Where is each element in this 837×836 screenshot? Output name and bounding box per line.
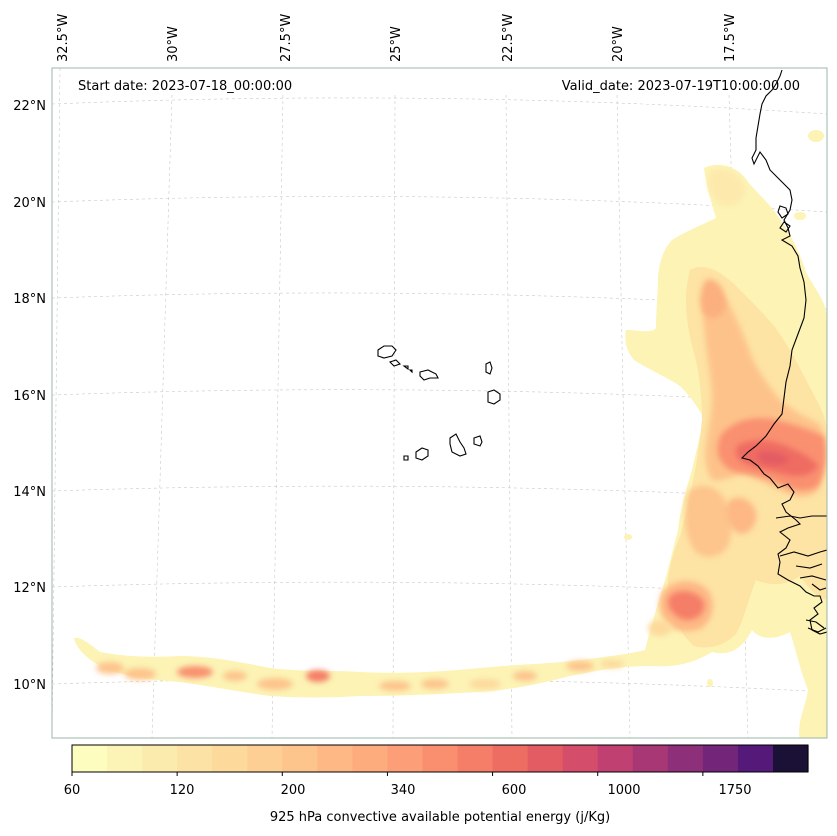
colorbar-swatch	[457, 745, 494, 772]
colorbar-swatch	[142, 745, 178, 772]
lon-label: 30°W	[166, 26, 181, 62]
colorbar-swatch	[352, 745, 389, 772]
lon-label: 25°W	[389, 26, 404, 62]
lat-label: 14°N	[13, 485, 46, 500]
colorbar-swatch	[667, 745, 704, 772]
colorbar-tick-label: 340	[391, 783, 416, 798]
colorbar-tick-label: 600	[502, 783, 527, 798]
lon-label: 27.5°W	[279, 14, 294, 62]
lat-label: 22°N	[13, 99, 46, 114]
colorbar-swatch	[597, 745, 634, 772]
valid-date-label: Valid_date: 2023-07-19T10:00:00.00	[562, 79, 800, 94]
start-date-label: Start date: 2023-07-18_00:00:00	[78, 79, 292, 94]
lon-label: 32.5°W	[56, 14, 71, 62]
lat-label: 12°N	[13, 581, 46, 596]
lat-label: 18°N	[13, 292, 46, 307]
colorbar: 60 120 200 340 600 1000 1750 925 hPa con…	[64, 744, 809, 825]
colorbar-swatch	[702, 745, 739, 772]
colorbar-swatch	[772, 745, 809, 772]
colorbar-tick-label: 200	[281, 783, 306, 798]
lon-label: 17.5°W	[723, 14, 738, 62]
colorbar-swatch	[247, 745, 283, 772]
colorbar-swatch	[422, 745, 459, 772]
colorbar-tick-label: 60	[64, 783, 81, 798]
colorbar-tick-label: 1750	[718, 783, 751, 798]
colorbar-swatch	[212, 745, 248, 772]
colorbar-tick-label: 1000	[607, 783, 640, 798]
lon-label: 20°W	[611, 26, 626, 62]
colorbar-ticks	[71, 772, 704, 776]
lat-label: 10°N	[13, 678, 46, 693]
latitude-labels: 22°N 20°N 18°N 16°N 14°N 12°N 10°N	[13, 99, 46, 693]
colorbar-swatch	[527, 745, 564, 772]
cape-field	[74, 130, 827, 738]
colorbar-swatch	[317, 745, 353, 772]
coastlines	[377, 69, 827, 635]
colorbar-swatch	[632, 745, 669, 772]
colorbar-swatch	[387, 745, 424, 772]
colorbar-swatch	[492, 745, 529, 772]
lat-label: 16°N	[13, 389, 46, 404]
colorbar-swatch	[72, 745, 108, 772]
longitude-labels: 32.5°W 30°W 27.5°W 25°W 22.5°W 20°W 17.5…	[56, 14, 738, 62]
colorbar-swatch	[737, 745, 774, 772]
colorbar-swatch	[562, 745, 599, 772]
lon-label: 22.5°W	[501, 14, 516, 62]
colorbar-title: 925 hPa convective available potential e…	[270, 810, 610, 825]
colorbar-swatch	[177, 745, 213, 772]
colorbar-swatch	[282, 745, 318, 772]
colorbar-swatch	[107, 745, 143, 772]
colorbar-tick-label: 120	[170, 783, 195, 798]
lat-label: 20°N	[13, 196, 46, 211]
colorbar-swatches	[72, 745, 809, 772]
